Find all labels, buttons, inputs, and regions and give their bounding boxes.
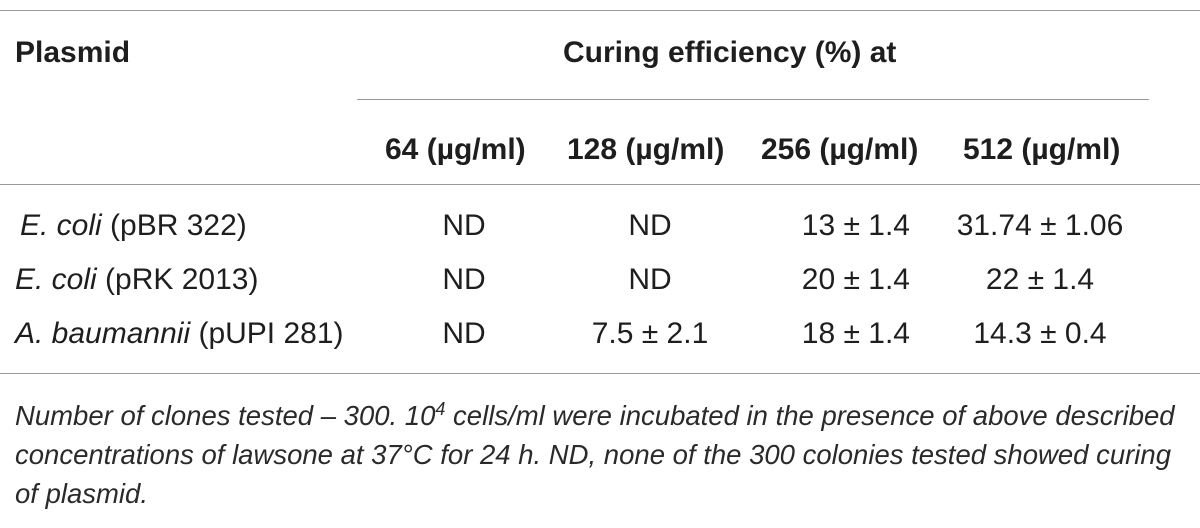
cell-128: ND xyxy=(628,209,672,242)
cell-64: ND xyxy=(442,263,486,296)
column-header-64: 64 (µg/ml) xyxy=(385,133,526,166)
cell-256: 20 ± 1.4 xyxy=(801,263,910,296)
table-row: E. coli (pRK 2013) ND ND 20 ± 1.4 22 ± 1… xyxy=(0,263,1200,303)
species-name: A. baumannii xyxy=(15,317,191,350)
cell-64: ND xyxy=(442,209,486,242)
cell-512: 31.74 ± 1.06 xyxy=(956,209,1124,242)
column-header-512: 512 (µg/ml) xyxy=(963,133,1121,166)
cell-128: ND xyxy=(628,263,672,296)
table-row: E. coli (pBR 322) ND ND 13 ± 1.4 31.74 ±… xyxy=(0,209,1200,249)
footnote-text-end: cells/ml were incubated in the presence … xyxy=(15,400,1175,509)
table-top-rule xyxy=(0,10,1200,11)
plasmid-name: (pUPI 281) xyxy=(198,317,344,350)
row-label: E. coli (pRK 2013) xyxy=(15,263,258,297)
species-name: E. coli xyxy=(15,263,97,296)
row-label: A. baumannii (pUPI 281) xyxy=(15,317,344,351)
cell-256: 18 ± 1.4 xyxy=(801,317,910,350)
header-span-rule xyxy=(357,99,1149,100)
plasmid-name: (pBR 322) xyxy=(110,209,247,242)
cell-512: 14.3 ± 0.4 xyxy=(973,317,1107,350)
footnote-exponent: 4 xyxy=(435,398,446,419)
column-header-plasmid: Plasmid xyxy=(15,36,131,69)
column-header-256: 256 (µg/ml) xyxy=(761,133,919,166)
cell-128: 7.5 ± 2.1 xyxy=(591,317,709,350)
footnote-text-start: Number of clones tested – 300. 10 xyxy=(15,400,436,431)
column-header-curing-efficiency: Curing efficiency (%) at xyxy=(563,36,897,69)
table-row: A. baumannii (pUPI 281) ND 7.5 ± 2.1 18 … xyxy=(0,317,1200,357)
plasmid-name: (pRK 2013) xyxy=(105,263,259,296)
header-bottom-rule xyxy=(0,184,1200,185)
species-name: E. coli xyxy=(20,209,102,242)
cell-64: ND xyxy=(442,317,486,350)
column-header-128: 128 (µg/ml) xyxy=(567,133,725,166)
row-label: E. coli (pBR 322) xyxy=(20,209,247,243)
table-footnote: Number of clones tested – 300. 104 cells… xyxy=(15,396,1185,513)
cell-256: 13 ± 1.4 xyxy=(801,209,910,242)
cell-512: 22 ± 1.4 xyxy=(985,263,1095,296)
table-bottom-rule xyxy=(0,373,1200,374)
